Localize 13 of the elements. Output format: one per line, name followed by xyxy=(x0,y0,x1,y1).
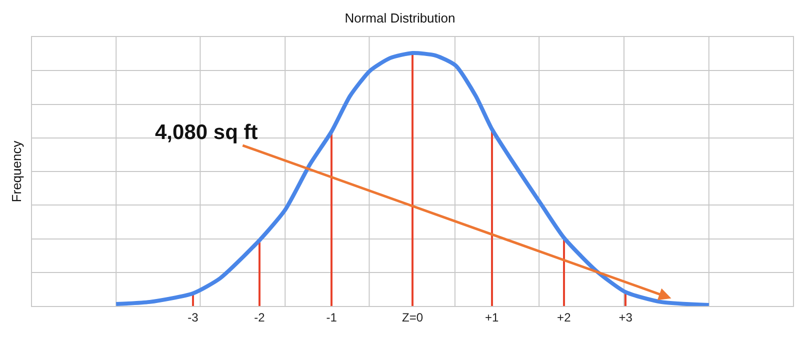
x-tick-label: -1 xyxy=(326,310,338,324)
x-tick-label: -2 xyxy=(254,310,266,324)
y-axis-title: Frequency xyxy=(8,140,24,202)
annotation: 4,080 sq ft xyxy=(155,121,258,144)
x-tick-label: +3 xyxy=(618,310,633,324)
bar xyxy=(258,240,260,306)
x-tick-label: Z=0 xyxy=(402,310,424,324)
x-tick-label: -3 xyxy=(188,310,199,324)
x-tick-label: +1 xyxy=(484,310,499,324)
bar xyxy=(562,238,565,306)
x-tick-label: +2 xyxy=(557,310,572,324)
chart-title: Normal Distribution xyxy=(344,10,456,26)
bar xyxy=(412,53,414,306)
